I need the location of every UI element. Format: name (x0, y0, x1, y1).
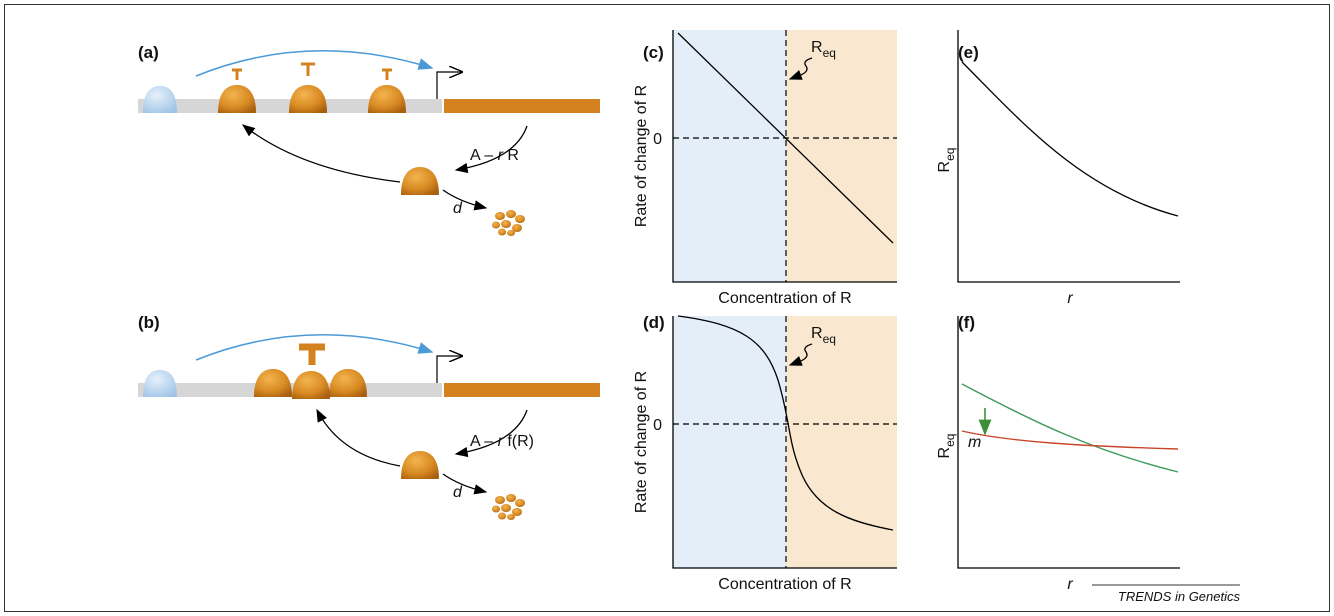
y-label: Req (936, 148, 957, 173)
axes (958, 316, 1180, 568)
panel-label: (d) (643, 313, 665, 332)
rate-label: A – r f(R) (470, 433, 534, 450)
activator (143, 370, 177, 397)
decay-label: d (453, 484, 463, 501)
decay-arrow (443, 474, 486, 492)
y-label: Rate of change of R (633, 371, 650, 513)
panel-label: (c) (643, 43, 664, 62)
panel-d: (d) Req 0 Rate of change of R Concentrat… (633, 313, 897, 593)
zero-label: 0 (653, 131, 662, 148)
x-label: r (1067, 576, 1073, 593)
panel-b: (b) A – r f(R) d (138, 313, 600, 520)
gene (444, 99, 600, 113)
degraded-protein (492, 494, 525, 520)
rate-label: A – r R (470, 147, 519, 164)
promoter (437, 356, 462, 383)
repressor (368, 85, 406, 113)
repressor (289, 85, 327, 113)
zero-label: 0 (653, 417, 662, 434)
curve-unmodified (962, 384, 1178, 472)
repression-symbol (299, 347, 325, 365)
repressor (329, 369, 367, 397)
panel-label: (a) (138, 43, 159, 62)
x-label: Concentration of R (718, 576, 851, 593)
equilibrium-curve (962, 62, 1178, 216)
panel-f: (f) m Req r (936, 313, 1180, 593)
binding-arrow (317, 410, 400, 466)
region-high (786, 316, 897, 568)
repressor (254, 369, 292, 397)
repressor (401, 167, 439, 195)
panel-label: (f) (958, 313, 975, 332)
region-low (673, 30, 786, 282)
panel-label: (e) (958, 43, 979, 62)
curve-modified (962, 431, 1178, 449)
y-label: Req (936, 434, 957, 459)
figure: (a) A – r R d (b) A – r f(R) d (c) Req 0… (0, 0, 1334, 616)
panel-label: (b) (138, 313, 160, 332)
panel-c: (c) Req 0 Rate of change of R Concentrat… (633, 30, 897, 307)
region-high (786, 30, 897, 282)
footer: TRENDS in Genetics (1118, 589, 1241, 604)
binding-arrow (243, 125, 400, 182)
x-label: Concentration of R (718, 290, 851, 307)
y-label: Rate of change of R (633, 85, 650, 227)
x-label: r (1067, 290, 1073, 307)
repressor (401, 451, 439, 479)
annotation: m (968, 434, 981, 451)
panel-e: (e) Req r (936, 30, 1180, 307)
activator (143, 86, 177, 113)
decay-label: d (453, 200, 463, 217)
repression-symbol (232, 64, 392, 80)
repressor (292, 371, 330, 399)
decay-arrow (443, 190, 486, 208)
region-low (673, 316, 786, 568)
repressor (218, 85, 256, 113)
panel-a: (a) A – r R d (138, 43, 600, 236)
degraded-protein (492, 210, 525, 236)
promoter (437, 72, 462, 99)
axes (958, 30, 1180, 282)
frame (5, 5, 1330, 612)
gene (444, 383, 600, 397)
